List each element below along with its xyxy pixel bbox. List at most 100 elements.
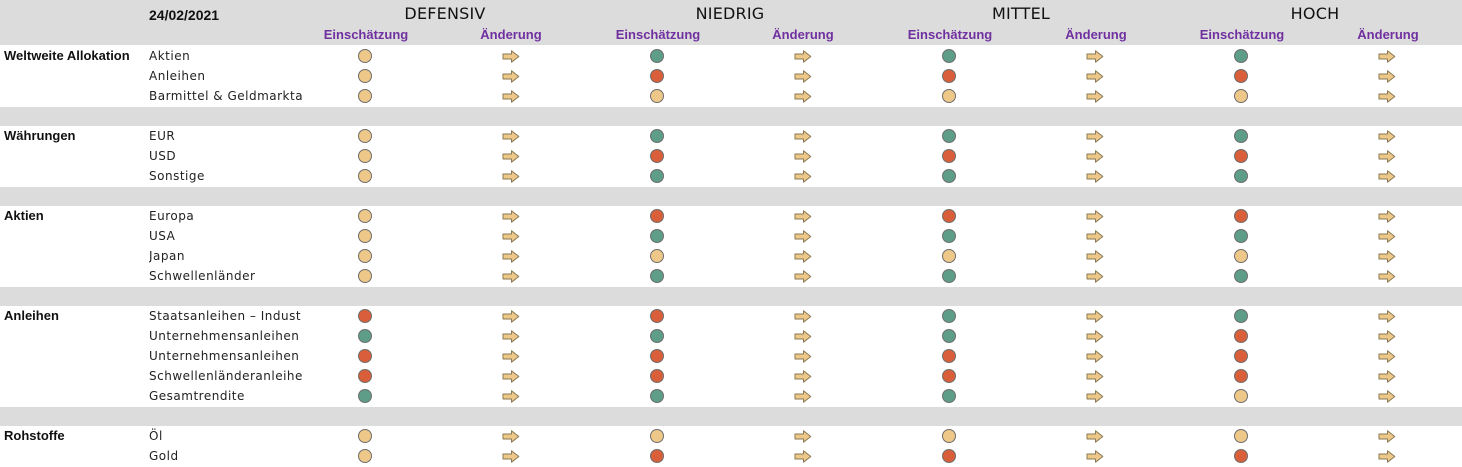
asset-label: Unternehmensanleihen: [149, 349, 300, 363]
rating-red-dot: [1234, 149, 1248, 163]
rating-green-dot: [942, 309, 956, 323]
arrow-right-icon: [502, 209, 520, 223]
arrow-right-icon: [1378, 49, 1396, 63]
arrow-right-icon: [794, 389, 812, 403]
arrow-right-icon: [1378, 229, 1396, 243]
arrow-right-icon: [794, 129, 812, 143]
arrow-right-icon: [1378, 149, 1396, 163]
rating-yellow-dot: [1234, 429, 1248, 443]
arrow-right-icon: [1086, 229, 1104, 243]
group-separator: [0, 286, 1462, 306]
rating-yellow-dot: [358, 49, 372, 63]
rating-red-dot: [358, 309, 372, 323]
arrow-right-icon: [502, 69, 520, 83]
rating-green-dot: [942, 389, 956, 403]
rating-green-dot: [942, 329, 956, 343]
rating-green-dot: [942, 269, 956, 283]
arrow-right-icon: [794, 149, 812, 163]
arrow-right-icon: [1378, 429, 1396, 443]
arrow-right-icon: [1086, 69, 1104, 83]
category-label: Rohstoffe: [4, 428, 65, 443]
category-label: Aktien: [4, 208, 44, 223]
arrow-right-icon: [502, 169, 520, 183]
rating-red-dot: [1234, 449, 1248, 463]
rating-yellow-dot: [358, 169, 372, 183]
arrow-right-icon: [794, 429, 812, 443]
rating-green-dot: [942, 129, 956, 143]
subheader-rating: Einschätzung: [323, 27, 409, 42]
arrow-right-icon: [502, 249, 520, 263]
arrow-right-icon: [502, 429, 520, 443]
asset-label: Gold: [149, 449, 179, 463]
subheader-change: Änderung: [772, 27, 834, 42]
header-band: [0, 0, 1462, 45]
subheader-change: Änderung: [1357, 27, 1419, 42]
rating-red-dot: [1234, 209, 1248, 223]
rating-green-dot: [1234, 49, 1248, 63]
rating-green-dot: [650, 389, 664, 403]
rating-green-dot: [1234, 269, 1248, 283]
rating-red-dot: [1234, 349, 1248, 363]
arrow-right-icon: [1086, 169, 1104, 183]
asset-label: Japan: [149, 249, 185, 263]
rating-yellow-dot: [358, 89, 372, 103]
rating-yellow-dot: [358, 229, 372, 243]
asset-label: Unternehmensanleihen: [149, 329, 300, 343]
arrow-right-icon: [794, 449, 812, 463]
asset-label: Staatsanleihen – Indust: [149, 309, 302, 323]
arrow-right-icon: [794, 249, 812, 263]
rating-red-dot: [1234, 329, 1248, 343]
arrow-right-icon: [1086, 149, 1104, 163]
arrow-right-icon: [1378, 209, 1396, 223]
rating-yellow-dot: [358, 269, 372, 283]
arrow-right-icon: [1086, 449, 1104, 463]
asset-label: USD: [149, 149, 177, 163]
rating-green-dot: [942, 169, 956, 183]
arrow-right-icon: [1378, 169, 1396, 183]
asset-label: Öl: [149, 429, 163, 443]
arrow-right-icon: [794, 309, 812, 323]
category-label: Weltweite Allokation: [4, 48, 130, 63]
arrow-right-icon: [1086, 389, 1104, 403]
arrow-right-icon: [1378, 389, 1396, 403]
arrow-right-icon: [502, 269, 520, 283]
arrow-right-icon: [1378, 449, 1396, 463]
arrow-right-icon: [1378, 129, 1396, 143]
rating-yellow-dot: [942, 89, 956, 103]
arrow-right-icon: [502, 229, 520, 243]
group-separator: [0, 406, 1462, 426]
arrow-right-icon: [1086, 429, 1104, 443]
asset-label: Gesamtrendite: [149, 389, 245, 403]
rating-red-dot: [650, 449, 664, 463]
rating-yellow-dot: [942, 249, 956, 263]
rating-yellow-dot: [650, 89, 664, 103]
rating-yellow-dot: [358, 429, 372, 443]
asset-label: Sonstige: [149, 169, 205, 183]
arrow-right-icon: [502, 129, 520, 143]
asset-label: Schwellenländeranleihe: [149, 369, 303, 383]
subheader-change: Änderung: [1065, 27, 1127, 42]
arrow-right-icon: [1378, 269, 1396, 283]
asset-label: EUR: [149, 129, 176, 143]
rating-green-dot: [650, 269, 664, 283]
arrow-right-icon: [1378, 369, 1396, 383]
arrow-right-icon: [1378, 249, 1396, 263]
asset-label: USA: [149, 229, 176, 243]
arrow-right-icon: [1378, 349, 1396, 363]
rating-yellow-dot: [358, 209, 372, 223]
arrow-right-icon: [502, 329, 520, 343]
rating-red-dot: [650, 149, 664, 163]
arrow-right-icon: [794, 89, 812, 103]
rating-green-dot: [650, 49, 664, 63]
arrow-right-icon: [794, 209, 812, 223]
rating-red-dot: [942, 369, 956, 383]
asset-label: Europa: [149, 209, 195, 223]
arrow-right-icon: [502, 309, 520, 323]
asset-label: Barmittel & Geldmarkta: [149, 89, 304, 103]
arrow-right-icon: [794, 269, 812, 283]
rating-red-dot: [358, 369, 372, 383]
arrow-right-icon: [502, 349, 520, 363]
rating-green-dot: [942, 229, 956, 243]
arrow-right-icon: [1086, 369, 1104, 383]
rating-red-dot: [650, 309, 664, 323]
